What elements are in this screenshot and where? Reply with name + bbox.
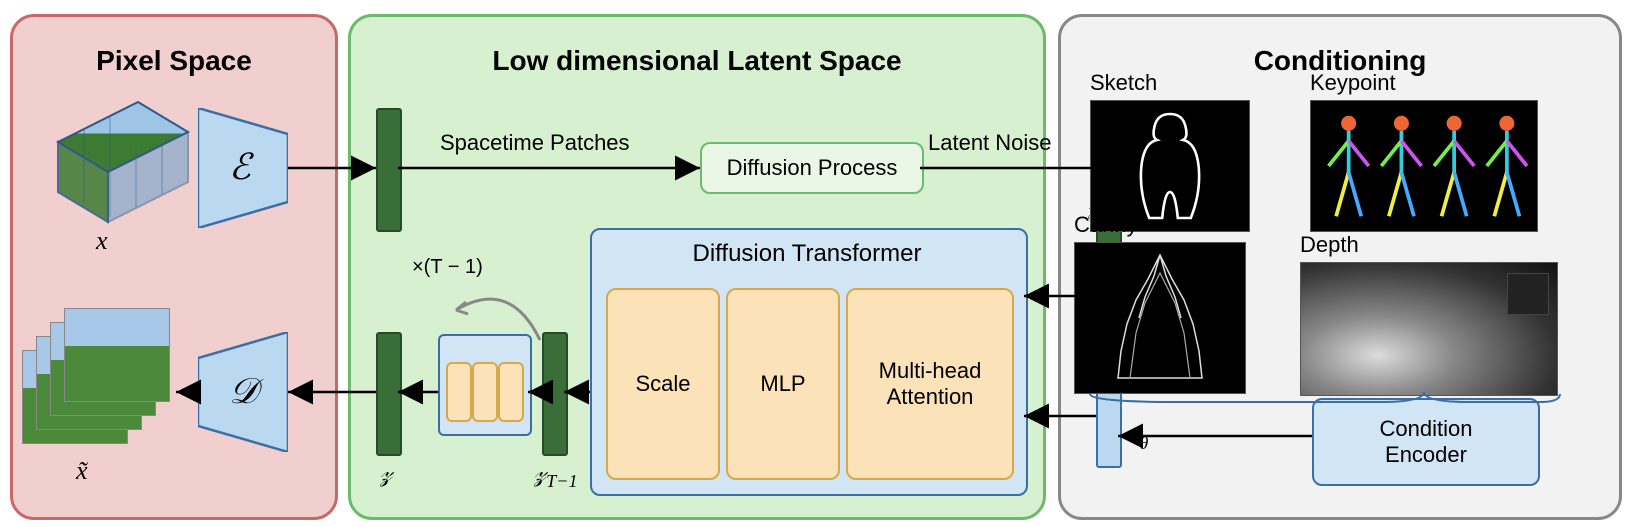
z-label: 𝓏 [380, 458, 392, 489]
pixel-space-title: Pixel Space [13, 45, 335, 77]
z-bar [376, 332, 402, 456]
scale-block: Scale [606, 288, 720, 480]
attention-block-label: Multi-head Attention [879, 358, 982, 410]
repeat-count-label: ×(T − 1) [412, 256, 483, 279]
scale-block-label: Scale [635, 371, 690, 397]
mlp-block-label: MLP [760, 371, 805, 397]
output-video-icon [22, 308, 172, 458]
diffusion-process-label: Diffusion Process [727, 155, 898, 181]
decoder-symbol: 𝒟 [229, 370, 258, 413]
canny-label: Canny [1074, 212, 1138, 238]
repeat-cell [446, 362, 472, 422]
repeat-cell [472, 362, 498, 422]
ztm1-label: 𝓏T−1 [534, 458, 578, 492]
depth-image-icon [1300, 262, 1558, 396]
mlp-block: MLP [726, 288, 840, 480]
condition-encoder-box: Condition Encoder [1312, 398, 1540, 486]
output-xtilde-label: x̃ [76, 456, 88, 486]
canny-image-icon [1074, 242, 1246, 394]
diffusion-process-box: Diffusion Process [700, 142, 924, 194]
tau-label: τθ [1130, 420, 1148, 454]
spacetime-patches-label: Spacetime Patches [440, 130, 630, 156]
input-video-icon [38, 92, 198, 237]
attention-block: Multi-head Attention [846, 288, 1014, 480]
latent-noise-label: Latent Noise [928, 130, 1052, 156]
encoder-symbol: ℰ [229, 146, 251, 188]
input-x-label: x [96, 226, 108, 256]
keypoint-label: Keypoint [1310, 70, 1396, 96]
condition-encoder-label: Condition Encoder [1380, 416, 1473, 468]
latent-space-title: Low dimensional Latent Space [351, 45, 1043, 77]
sketch-label: Sketch [1090, 70, 1157, 96]
spacetime-patch-bar [376, 108, 402, 232]
diffusion-transformer-title: Diffusion Transformer [590, 240, 1024, 268]
repeat-cell [498, 362, 524, 422]
depth-label: Depth [1300, 232, 1359, 258]
ztm1-bar [542, 332, 568, 456]
keypoint-image-icon [1310, 100, 1538, 232]
